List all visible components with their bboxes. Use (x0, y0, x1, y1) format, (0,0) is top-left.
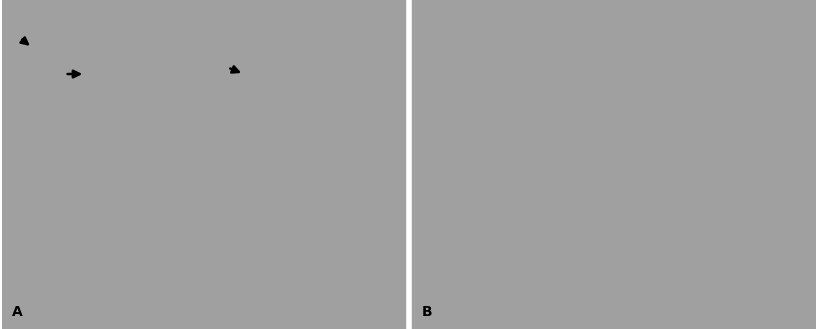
Text: A: A (11, 305, 23, 319)
Text: B: B (421, 305, 432, 319)
